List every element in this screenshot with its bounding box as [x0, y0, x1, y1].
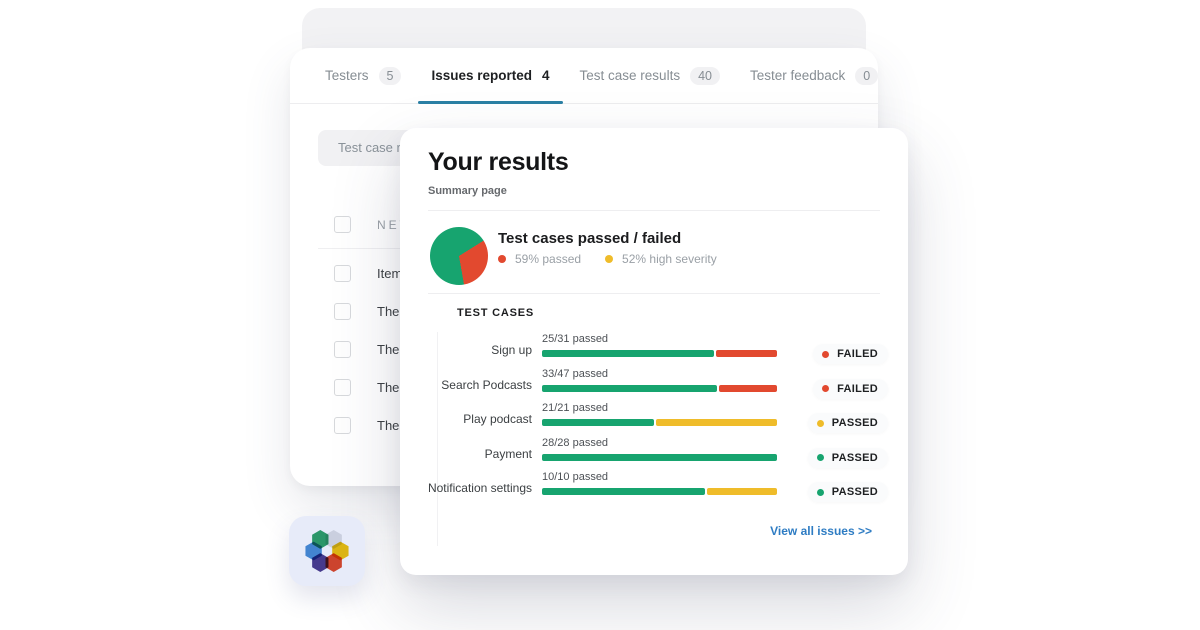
results-card: Your results Summary page Test cases pas… — [400, 128, 908, 575]
logo-hex-purple — [312, 553, 329, 572]
tab-tester-feedback[interactable]: Tester feedback 0 — [749, 48, 879, 103]
progress-bar — [542, 350, 777, 357]
progress-bar — [542, 488, 777, 495]
app-logo — [289, 516, 365, 586]
pie-chart — [430, 227, 488, 285]
bar-segment-passed — [542, 453, 777, 461]
status-dot — [816, 454, 824, 461]
status-dot — [822, 385, 830, 392]
bar-segment-passed — [542, 488, 706, 495]
item-checkbox[interactable] — [334, 379, 351, 396]
bar-segment-passed — [542, 350, 715, 357]
progress-bar — [542, 453, 777, 461]
status-badge: FAILED — [813, 378, 888, 399]
test-case-score: 28/28 passed — [542, 436, 609, 449]
test-case-name: Sign up — [491, 343, 532, 357]
test-case-name: Search Podcasts — [441, 377, 532, 392]
bar-segment-warning — [655, 419, 777, 426]
tab-count-badge: 40 — [690, 66, 720, 85]
legend-dot — [605, 255, 614, 263]
test-case-score: 10/10 passed — [542, 471, 609, 483]
legend-label: 59% passed — [515, 252, 582, 266]
page-title: Your results — [428, 148, 569, 176]
status-badge: PASSED — [807, 413, 888, 433]
summary-legend: 59% passed 52% high severity — [498, 252, 717, 266]
tab-testers[interactable]: Testers 5 — [325, 48, 402, 103]
item-checkbox[interactable] — [334, 265, 351, 282]
status-dot — [816, 419, 824, 427]
tab-count-badge: 5 — [378, 66, 402, 85]
test-case-rows: Sign up 25/31 passed FAILED Search P — [420, 331, 888, 504]
summary-heading: Test cases passed / failed — [498, 230, 682, 247]
tab-test-case-results[interactable]: Test case results 40 — [580, 48, 720, 103]
test-case-score: 33/47 passed — [542, 367, 609, 380]
status-badge: PASSED — [807, 482, 888, 502]
status-text: FAILED — [837, 348, 878, 360]
page-subtitle: Summary page — [428, 185, 507, 197]
view-all-issues-link[interactable]: View all issues >> — [770, 524, 872, 538]
tab-count-badge: 0 — [855, 66, 879, 85]
test-case-row: Payment 28/28 passed PASSED — [420, 435, 888, 468]
test-case-row: Sign up 25/31 passed FAILED — [420, 331, 888, 364]
test-case-name: Notification settings — [427, 481, 532, 495]
tab-label: Test case results — [579, 68, 681, 83]
section-title: TEST CASES — [457, 307, 535, 319]
status-badge: FAILED — [813, 344, 888, 364]
test-case-score: 25/31 passed — [542, 333, 609, 345]
item-checkbox[interactable] — [334, 303, 351, 320]
tab-label: Tester feedback — [749, 68, 846, 83]
bar-segment-failed — [718, 384, 777, 392]
active-tab-underline — [418, 100, 563, 104]
test-case-name: Payment — [484, 446, 532, 461]
status-text: PASSED — [831, 417, 878, 429]
test-case-name: Play podcast — [463, 412, 532, 426]
status-dot — [816, 488, 824, 496]
status-dot — [822, 350, 830, 358]
item-checkbox[interactable] — [334, 417, 351, 434]
status-badge: PASSED — [807, 447, 888, 468]
test-case-row: Search Podcasts 33/47 passed FAILED — [420, 366, 888, 399]
logo-hex-red — [325, 553, 342, 572]
divider — [428, 210, 880, 211]
legend-entry-severity: 52% high severity — [605, 252, 717, 266]
legend-dot — [498, 255, 506, 263]
item-checkbox[interactable] — [334, 341, 351, 358]
tab-label: Issues reported — [431, 68, 533, 83]
status-text: FAILED — [837, 382, 878, 395]
legend-entry-passed: 59% passed — [498, 252, 581, 266]
select-all-checkbox[interactable] — [334, 216, 351, 233]
bar-segment-warning — [707, 488, 777, 495]
tab-issues-reported[interactable]: Issues reported 4 — [418, 48, 563, 104]
axis-line — [437, 332, 438, 546]
test-case-score: 21/21 passed — [542, 402, 609, 414]
legend-label: 52% high severity — [622, 252, 717, 266]
bar-segment-failed — [716, 350, 777, 357]
divider — [428, 293, 880, 294]
hexagon-logo-icon — [305, 530, 349, 572]
test-case-row: Notification settings 10/10 passed PASSE… — [420, 469, 888, 502]
status-text: PASSED — [831, 486, 878, 498]
tab-bar: Testers 5 Issues reported 4 Test case re… — [290, 48, 879, 104]
bar-segment-passed — [542, 384, 717, 392]
tab-label: Testers — [325, 68, 369, 83]
progress-bar — [542, 384, 777, 392]
bar-segment-passed — [542, 419, 654, 426]
tab-count: 4 — [542, 68, 550, 83]
progress-bar — [542, 419, 777, 426]
test-case-row: Play podcast 21/21 passed PASSED — [420, 400, 888, 433]
status-text: PASSED — [831, 451, 878, 464]
